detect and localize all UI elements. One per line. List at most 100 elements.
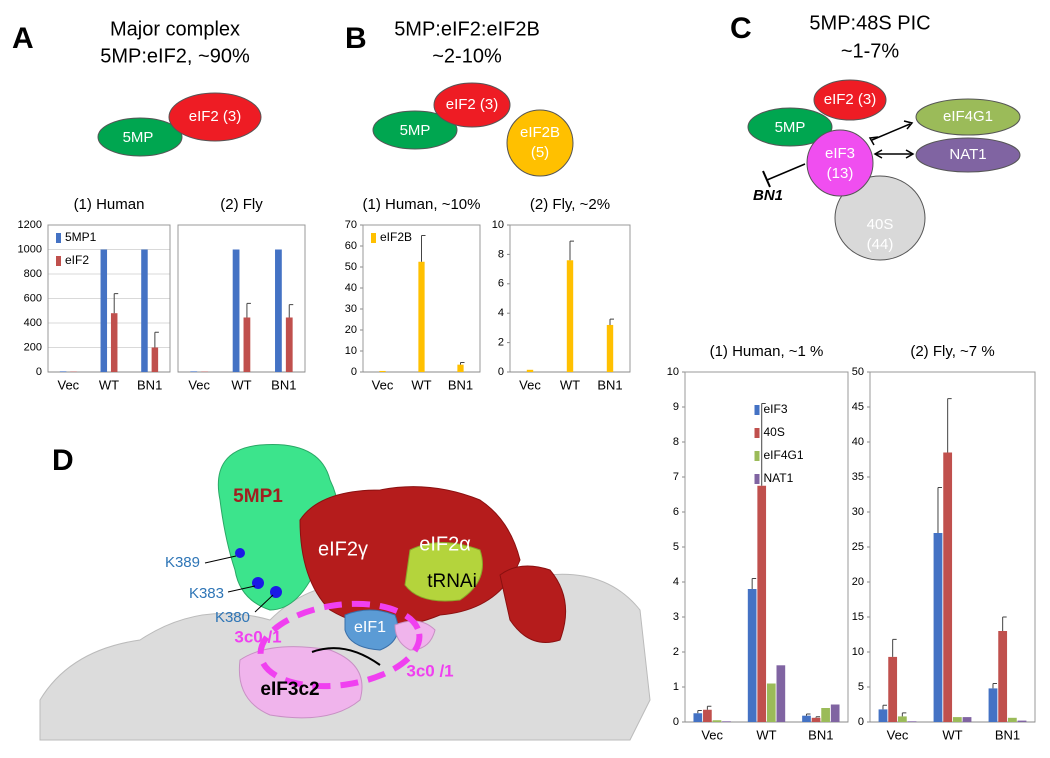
bar bbox=[1017, 720, 1027, 722]
node-label: 5MP bbox=[123, 129, 154, 146]
node-label: 5MP bbox=[400, 122, 431, 139]
error-bar bbox=[805, 713, 811, 716]
y-tick-label: 50 bbox=[345, 261, 357, 273]
node-label: (44) bbox=[867, 236, 894, 253]
error-bar bbox=[892, 638, 897, 657]
x-tick-label: WT bbox=[231, 377, 251, 392]
arrow-head bbox=[873, 149, 915, 159]
protein-label: 5MP1 bbox=[233, 486, 283, 507]
bar bbox=[907, 721, 917, 722]
x-tick-label: WT bbox=[99, 377, 119, 392]
node-shape bbox=[433, 82, 511, 128]
bar bbox=[821, 708, 830, 722]
y-tick-label: 45 bbox=[852, 401, 864, 413]
panel-title: 5MP:eIF2, ~90% bbox=[100, 45, 250, 67]
y-tick-label: 8 bbox=[498, 248, 504, 260]
chart-title: (2) Fly, ~7 % bbox=[910, 343, 994, 360]
bar bbox=[933, 533, 943, 722]
bar bbox=[776, 665, 786, 722]
error-bar bbox=[901, 712, 907, 717]
bar bbox=[766, 683, 776, 722]
y-tick-label: 4 bbox=[673, 576, 679, 588]
chart-title: (2) Fly bbox=[220, 196, 263, 213]
x-tick-label: WT bbox=[756, 727, 776, 742]
y-tick-label: 1000 bbox=[18, 243, 42, 255]
bar bbox=[100, 249, 108, 372]
y-tick-label: 200 bbox=[24, 341, 42, 353]
bar bbox=[988, 688, 998, 722]
y-tick-label: 50 bbox=[852, 366, 864, 378]
y-tick-label: 35 bbox=[852, 471, 864, 483]
bar bbox=[747, 589, 757, 722]
bar bbox=[457, 364, 464, 372]
legend-swatch bbox=[56, 256, 61, 266]
bar bbox=[141, 249, 148, 372]
bar bbox=[243, 317, 251, 372]
y-tick-label: 0 bbox=[858, 716, 864, 728]
arrow-head bbox=[868, 136, 879, 146]
node-label: eIF2 (3) bbox=[446, 96, 499, 113]
bar bbox=[998, 631, 1008, 722]
y-tick-label: 70 bbox=[345, 219, 357, 231]
legend-label: 40S bbox=[764, 425, 785, 439]
node-shape bbox=[372, 110, 458, 150]
bar bbox=[285, 317, 293, 372]
inhibition bbox=[766, 163, 806, 181]
panel-title: 5MP:48S PIC bbox=[809, 12, 930, 34]
error-bar bbox=[288, 304, 294, 318]
legend-label: eIF2 bbox=[65, 253, 89, 267]
legend-swatch bbox=[754, 428, 760, 438]
y-tick-label: 6 bbox=[673, 506, 679, 518]
x-tick-label: BN1 bbox=[808, 727, 833, 742]
legend-label: eIF2B bbox=[380, 230, 412, 244]
chart-title: (1) Human, ~10% bbox=[363, 196, 481, 213]
y-tick-label: 9 bbox=[673, 401, 679, 413]
node-label: eIF4G1 bbox=[943, 108, 993, 125]
error-bar bbox=[947, 398, 952, 453]
error-bar bbox=[154, 331, 159, 348]
error-bar bbox=[697, 709, 702, 714]
protein-label: eIF2α bbox=[419, 533, 471, 555]
chart-title: (1) Human, ~1 % bbox=[710, 343, 824, 360]
x-tick-label: WT bbox=[560, 377, 580, 392]
y-tick-label: 2 bbox=[673, 646, 679, 658]
panel-title: 5MP:eIF2:eIF2B bbox=[394, 18, 540, 40]
node-label: NAT1 bbox=[949, 146, 986, 163]
x-tick-label: Vec bbox=[519, 377, 541, 392]
inhibition-bar bbox=[762, 170, 771, 188]
y-tick-label: 0 bbox=[498, 366, 504, 378]
error-bar bbox=[706, 705, 712, 710]
protein-label: eIF1 bbox=[354, 619, 386, 636]
protein-label: tRNAi bbox=[427, 571, 477, 592]
error-bar bbox=[1002, 616, 1007, 631]
y-tick-label: 10 bbox=[492, 219, 504, 231]
bar bbox=[952, 717, 962, 722]
bar bbox=[830, 704, 840, 722]
y-tick-label: 30 bbox=[345, 303, 357, 315]
y-tick-label: 30 bbox=[852, 506, 864, 518]
bar bbox=[811, 717, 821, 722]
y-tick-label: 10 bbox=[667, 366, 679, 378]
error-bar bbox=[113, 293, 119, 314]
error-bar bbox=[421, 235, 426, 262]
legend-label: 5MP1 bbox=[65, 230, 97, 244]
node-label: 5MP bbox=[775, 119, 806, 136]
bar bbox=[802, 715, 811, 722]
bar bbox=[757, 485, 767, 722]
node-shape bbox=[747, 107, 833, 147]
node-label: eIF2B bbox=[520, 124, 560, 141]
bar bbox=[190, 371, 198, 372]
node-label: (13) bbox=[827, 165, 854, 182]
bar bbox=[943, 452, 953, 722]
bar bbox=[110, 313, 118, 372]
arrow-head bbox=[903, 120, 914, 130]
arrow bbox=[871, 123, 911, 141]
y-tick-label: 800 bbox=[24, 268, 42, 280]
x-tick-label: Vec bbox=[57, 377, 79, 392]
bar bbox=[712, 720, 722, 722]
node-shape bbox=[806, 129, 874, 197]
structure bbox=[39, 443, 651, 741]
y-tick-label: 600 bbox=[24, 292, 42, 304]
residue-label: K383 bbox=[189, 585, 224, 602]
